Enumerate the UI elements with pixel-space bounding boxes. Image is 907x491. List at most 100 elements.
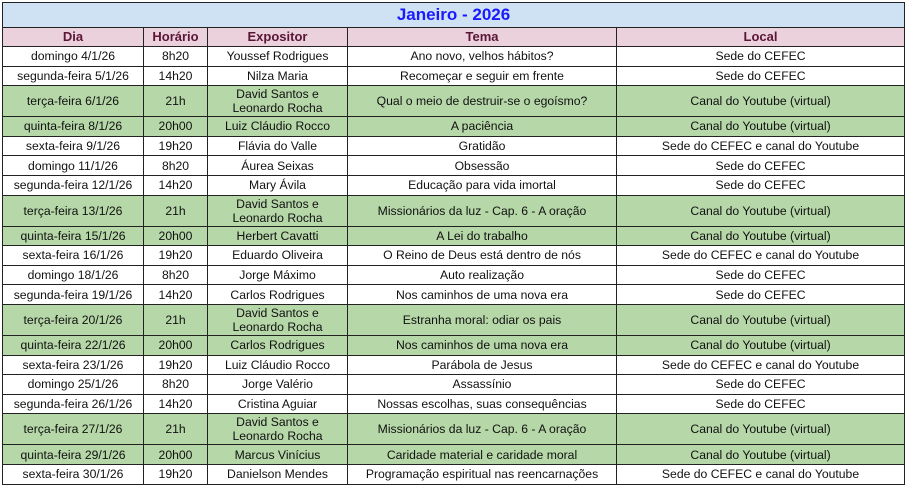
cell-horario: 21h (143, 194, 208, 227)
cell-tema: Parábola de Jesus (347, 354, 617, 376)
cell-expositor: Cristina Aguiar (207, 393, 348, 415)
cell-horario: 21h (143, 303, 208, 336)
cell-expositor: Flávia do Valle (207, 135, 348, 157)
cell-horario: 20h00 (143, 116, 208, 137)
cell-expositor: David Santos e Leonardo Rocha (207, 413, 348, 446)
header-local: Local (615, 27, 906, 47)
cell-tema: Educação para vida imortal (347, 174, 617, 196)
table-row: quinta-feira 15/1/26 20h00 Herbert Cavatti… (2, 225, 906, 247)
cell-local: Sede do CEFEC (615, 46, 906, 67)
cell-dia: segunda-feira 5/1/26 (2, 65, 144, 87)
cell-expositor: Nilza Maria (207, 65, 348, 87)
cell-expositor: Áurea Seixas (207, 155, 348, 176)
cell-tema: Nos caminhos de uma nova era (347, 284, 617, 305)
cell-horario: 20h00 (143, 225, 208, 247)
cell-tema: A paciência (347, 116, 617, 137)
cell-local: Sede do CEFEC e canal do Youtube (615, 463, 906, 485)
cell-expositor: David Santos e Leonardo Rocha (207, 194, 348, 227)
table-row: segunda-feira 5/1/26 14h20 Nilza Maria Reco… (2, 65, 906, 87)
cell-dia: quinta-feira 8/1/26 (2, 116, 144, 137)
cell-horario: 19h20 (143, 463, 208, 485)
cell-tema: Missionários da luz - Cap. 6 - A oração (347, 194, 617, 227)
cell-tema: Qual o meio de destruir-se o egoísmo? (347, 85, 617, 118)
cell-dia: domingo 25/1/26 (2, 374, 144, 395)
cell-local: Sede do CEFEC (615, 65, 906, 87)
cell-tema: Recomeçar e seguir em frente (347, 65, 617, 87)
table-row: terça-feira 27/1/26 21h David Santos e Leo… (2, 413, 906, 446)
cell-dia: segunda-feira 19/1/26 (2, 284, 144, 305)
cell-horario: 8h20 (143, 374, 208, 395)
cell-expositor: David Santos e Leonardo Rocha (207, 303, 348, 336)
table-row: terça-feira 13/1/26 21h David Santos e Leo… (2, 194, 906, 227)
cell-expositor: Jorge Máximo (207, 264, 348, 286)
cell-horario: 14h20 (143, 284, 208, 305)
cell-horario: 8h20 (143, 155, 208, 176)
cell-horario: 21h (143, 413, 208, 446)
cell-dia: segunda-feira 12/1/26 (2, 174, 144, 196)
cell-expositor: Youssef Rodrigues (207, 46, 348, 67)
title-row: Janeiro - 2026 (1, 2, 906, 28)
cell-tema: Nos caminhos de uma nova era (347, 334, 617, 356)
cell-dia: quinta-feira 22/1/26 (2, 334, 144, 356)
cell-expositor: Mary Ávila (207, 174, 348, 196)
cell-local: Canal do Youtube (virtual) (615, 225, 906, 247)
cell-expositor: Eduardo Oliveira (207, 245, 348, 266)
table-row: domingo 11/1/26 8h20 Áurea Seixas Obsessão S… (2, 155, 906, 176)
cell-horario: 19h20 (143, 245, 208, 266)
table-row: terça-feira 6/1/26 21h David Santos e Leon… (2, 85, 906, 118)
cell-tema: O Reino de Deus está dentro de nós (347, 245, 617, 266)
cell-tema: Gratidão (347, 135, 617, 157)
header-row: Dia Horário Expositor Tema Local (2, 27, 906, 47)
cell-local: Canal do Youtube (virtual) (615, 194, 906, 227)
cell-tema: Programação espiritual nas reencarnações (347, 463, 617, 485)
cell-horario: 19h20 (143, 135, 208, 157)
cell-horario: 20h00 (143, 334, 208, 356)
cell-dia: sexta-feira 16/1/26 (2, 245, 144, 266)
cell-local: Sede do CEFEC e canal do Youtube (615, 135, 906, 157)
cell-dia: domingo 4/1/26 (2, 46, 144, 67)
cell-expositor: Carlos Rodrigues (207, 284, 348, 305)
cell-dia: sexta-feira 9/1/26 (2, 135, 144, 157)
table-title: Janeiro - 2026 (1, 2, 906, 28)
cell-local: Canal do Youtube (virtual) (615, 116, 906, 137)
cell-local: Canal do Youtube (virtual) (615, 413, 906, 446)
cell-expositor: Danielson Mendes (207, 463, 348, 485)
table-row: quinta-feira 22/1/26 20h00 Carlos Rodrigue… (2, 334, 906, 356)
cell-horario: 20h00 (143, 444, 208, 465)
cell-local: Canal do Youtube (virtual) (615, 85, 906, 118)
cell-horario: 14h20 (143, 174, 208, 196)
cell-local: Sede do CEFEC (615, 264, 906, 286)
table-row: domingo 25/1/26 8h20 Jorge Valério Assassín… (2, 374, 906, 395)
table-row: sexta-feira 30/1/26 19h20 Danielson Mendes… (2, 463, 906, 485)
cell-expositor: Jorge Valério (207, 374, 348, 395)
cell-dia: sexta-feira 23/1/26 (2, 354, 144, 376)
cell-local: Sede do CEFEC (615, 374, 906, 395)
cell-horario: 8h20 (143, 264, 208, 286)
cell-dia: domingo 18/1/26 (2, 264, 144, 286)
table-row: sexta-feira 23/1/26 19h20 Luiz Cláudio Roc… (2, 354, 906, 376)
cell-expositor: Herbert Cavatti (207, 225, 348, 247)
cell-tema: Obsessão (347, 155, 617, 176)
cell-expositor: Marcus Vinícius (207, 444, 348, 465)
table-row: domingo 18/1/26 8h20 Jorge Máximo Auto real… (2, 264, 906, 286)
header-expositor: Expositor (207, 27, 348, 47)
cell-dia: quinta-feira 15/1/26 (2, 225, 144, 247)
cell-tema: Missionários da luz - Cap. 6 - A oração (347, 413, 617, 446)
cell-dia: terça-feira 6/1/26 (2, 85, 144, 118)
table-row: quinta-feira 8/1/26 20h00 Luiz Cláudio Roc… (2, 116, 906, 137)
cell-local: Canal do Youtube (virtual) (615, 303, 906, 336)
cell-local: Sede do CEFEC (615, 155, 906, 176)
cell-tema: Auto realização (347, 264, 617, 286)
cell-dia: domingo 11/1/26 (2, 155, 144, 176)
table-row: sexta-feira 9/1/26 19h20 Flávia do Valle Gr… (2, 135, 906, 157)
table-row: segunda-feira 12/1/26 14h20 Mary Ávila Educ… (2, 174, 906, 196)
cell-tema: A Lei do trabalho (347, 225, 617, 247)
header-horario: Horário (143, 27, 208, 47)
cell-expositor: Carlos Rodrigues (207, 334, 348, 356)
cell-dia: sexta-feira 30/1/26 (2, 463, 144, 485)
cell-tema: Estranha moral: odiar os pais (347, 303, 617, 336)
cell-horario: 14h20 (143, 65, 208, 87)
cell-local: Sede do CEFEC (615, 393, 906, 415)
table-row: segunda-feira 26/1/26 14h20 Cristina Aguia… (2, 393, 906, 415)
